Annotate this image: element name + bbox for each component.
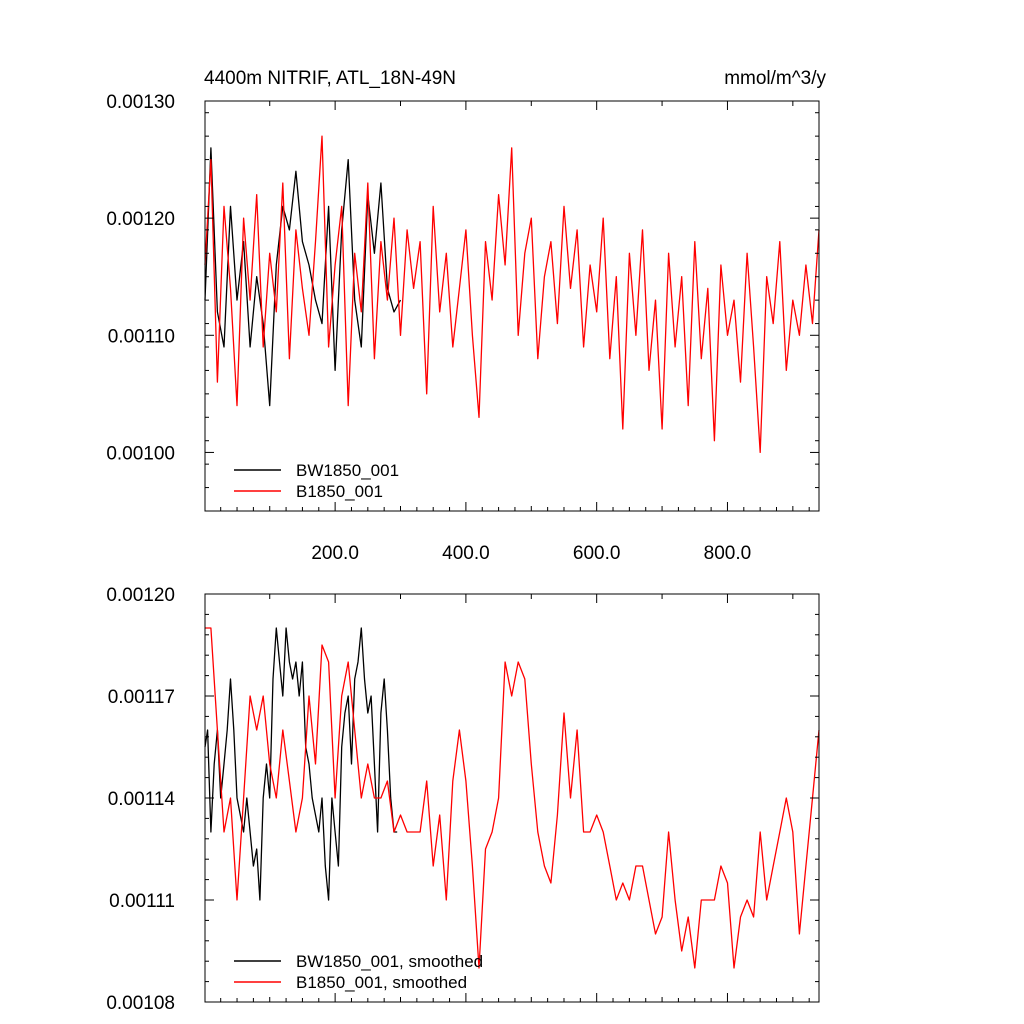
bottom-axis-layer: 0.00108 0.00111 0.00114 0.00117 0.00120 (106, 585, 819, 1014)
top-series-line-1 (204, 135, 820, 454)
top-y-tick-label-2: 0.00120 (106, 209, 175, 230)
top-legend: BW1850_001 B1850_001 (234, 461, 399, 501)
bottom-y-tick-label-0: 0.00108 (106, 993, 175, 1014)
bottom-y-tick-label-3: 0.00117 (108, 687, 175, 708)
top-series-layer (204, 135, 820, 454)
bottom-series-line-1 (205, 627, 820, 969)
bottom-y-tick-label-4: 0.00120 (106, 585, 175, 606)
bottom-legend-label-bw: BW1850_001, smoothed (296, 952, 483, 971)
bottom-y-tick-label-2: 0.00114 (108, 789, 176, 810)
top-x-tick-label-2: 600.0 (573, 543, 621, 564)
bottom-plot-frame (204, 593, 820, 1003)
top-legend-label-b: B1850_001 (296, 482, 383, 501)
top-panel: 4400m NITRIF, ATL_18N-49N mmol/m^3/y 200… (106, 68, 826, 564)
top-y-tick-label-0: 0.00100 (106, 443, 175, 464)
bottom-series-layer (204, 627, 820, 969)
top-axis-layer: 200.0 400.0 600.0 800.0 0.00100 0.00110 0.0012… (106, 92, 819, 564)
bottom-legend: BW1850_001, smoothed B1850_001, smoothed (234, 952, 483, 992)
bottom-y-tick-label-1: 0.00111 (109, 891, 175, 912)
top-panel-title: 4400m NITRIF, ATL_18N-49N (204, 68, 456, 89)
top-legend-label-bw: BW1850_001 (296, 461, 399, 480)
top-y-tick-label-1: 0.00110 (108, 326, 175, 347)
top-x-tick-label-1: 400.0 (442, 543, 490, 564)
bottom-series-line-0 (204, 627, 398, 901)
top-panel-units: mmol/m^3/y (724, 68, 826, 89)
bottom-panel: 0.00108 0.00111 0.00114 0.00117 0.00120 BW18… (106, 585, 820, 1014)
top-plot-frame (204, 100, 820, 512)
bottom-legend-label-b: B1850_001, smoothed (296, 973, 467, 992)
top-y-tick-label-3: 0.00130 (106, 92, 175, 113)
top-x-tick-label-0: 200.0 (311, 543, 359, 564)
top-x-tick-label-3: 800.0 (704, 543, 752, 564)
